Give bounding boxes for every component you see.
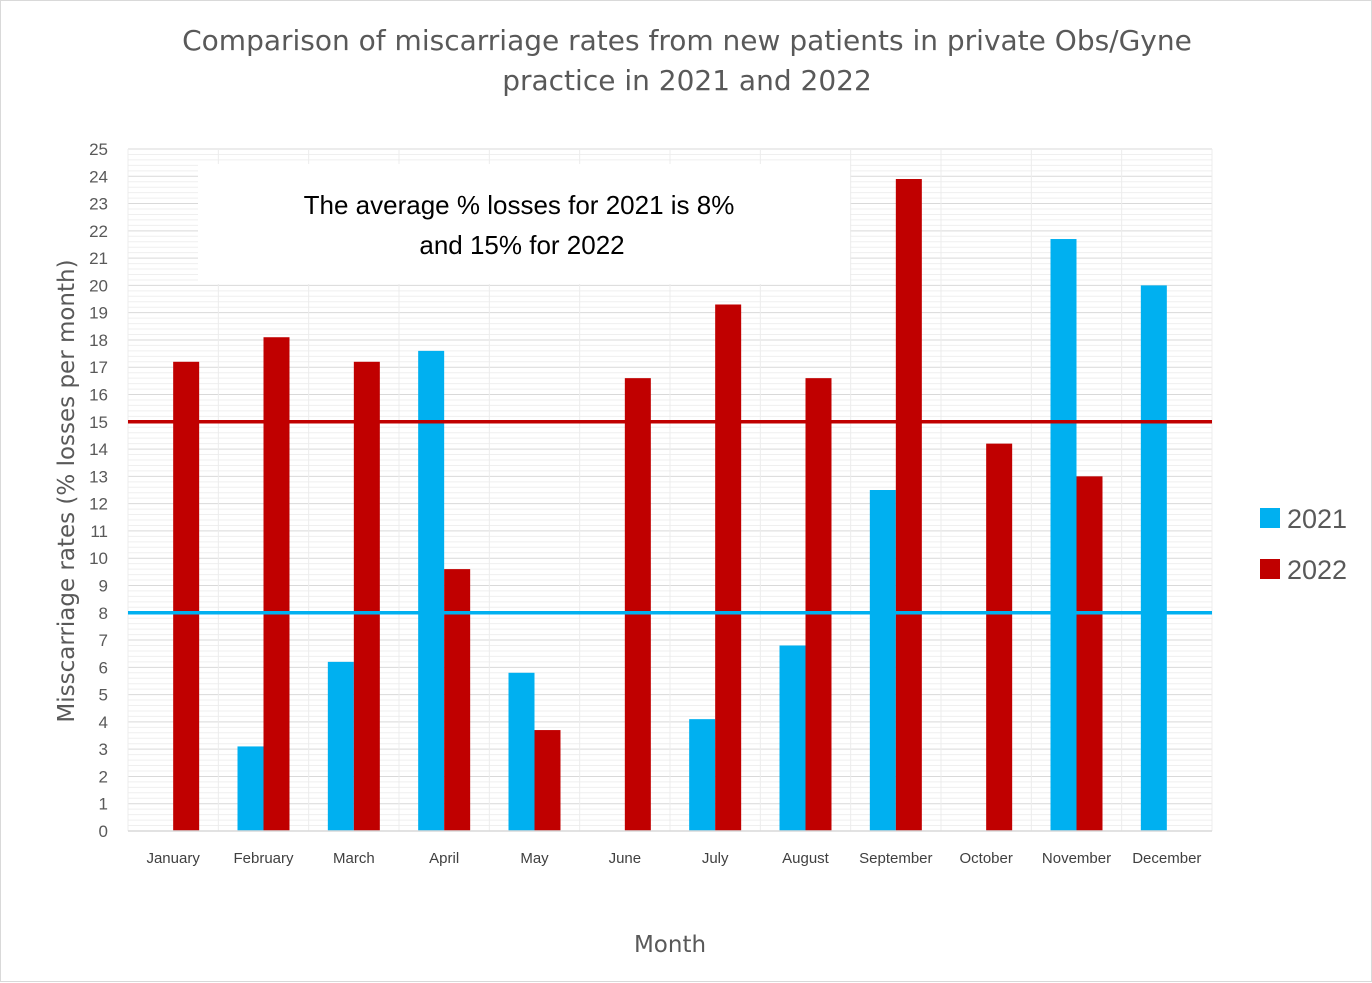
y-tick-label: 16 [89, 386, 108, 405]
average-lines [128, 420, 1212, 615]
bar-2021-march [327, 661, 354, 831]
x-tick-label: December [1132, 850, 1201, 867]
y-tick-label: 5 [99, 686, 108, 705]
x-tick-label: October [959, 850, 1012, 867]
bar-2021-may [508, 672, 535, 831]
y-tick-label: 12 [89, 495, 108, 514]
y-tick-label: 9 [99, 576, 108, 595]
y-tick-label: 6 [99, 658, 108, 677]
x-tick-labels: January February March April May June July Augu… [146, 850, 1201, 867]
x-tick-label: September [859, 850, 932, 867]
bar-2021-february [237, 746, 264, 831]
y-tick-label: 4 [99, 713, 108, 732]
bar-2021-april [418, 350, 445, 831]
x-axis-title: Month [634, 932, 706, 958]
y-tick-label: 17 [89, 358, 108, 377]
legend: 2021 2022 [1260, 504, 1347, 585]
bar-2022-may [534, 730, 561, 831]
y-tick-label: 10 [89, 549, 108, 568]
x-tick-label: July [702, 850, 729, 867]
x-tick-label: May [520, 850, 549, 867]
x-tick-label: April [429, 850, 459, 867]
annotation-background [198, 164, 850, 284]
x-tick-label: March [333, 850, 375, 867]
chart-title-line2: practice in 2021 and 2022 [502, 64, 872, 97]
legend-label: 2021 [1287, 504, 1347, 534]
bar-2021-november [1050, 239, 1077, 832]
y-tick-label: 14 [89, 440, 108, 459]
bar-2022-february [263, 337, 290, 831]
x-tick-label: November [1042, 850, 1111, 867]
y-tick-label: 13 [89, 467, 108, 486]
bar-2022-october [986, 443, 1013, 831]
bar-2021-september [869, 490, 896, 831]
annotation-box: The average % losses for 2021 is 8% and … [198, 164, 850, 284]
y-tick-label: 0 [99, 822, 108, 841]
annotation-line2: and 15% for 2022 [419, 230, 624, 260]
y-tick-label: 15 [89, 413, 108, 432]
bar-2022-june [624, 378, 651, 831]
y-tick-label: 25 [89, 140, 108, 159]
y-tick-label: 22 [89, 222, 108, 241]
bar-2021-december [1140, 285, 1167, 831]
y-tick-labels: 0123456789101112131415161718192021222324… [89, 140, 108, 841]
bar-2021-july [689, 719, 716, 831]
y-tick-label: 7 [99, 631, 108, 650]
chart-title-line1: Comparison of miscarriage rates from new… [182, 24, 1192, 57]
y-tick-label: 3 [99, 740, 108, 759]
y-tick-label: 2 [99, 767, 108, 786]
y-tick-label: 23 [89, 195, 108, 214]
y-tick-label: 8 [99, 604, 108, 623]
bar-2022-august [805, 378, 832, 831]
x-tick-label: August [782, 850, 830, 867]
bar-2022-january [173, 361, 200, 831]
bar-2022-march [353, 361, 380, 831]
y-tick-label: 1 [99, 795, 108, 814]
y-tick-label: 18 [89, 331, 108, 350]
y-axis-title: Misscarriage rates (% losses per month) [54, 259, 80, 722]
y-tick-label: 21 [89, 249, 108, 268]
x-tick-label: January [146, 850, 200, 867]
bar-2022-april [444, 569, 471, 831]
bar-2022-september [895, 179, 922, 831]
x-tick-label: June [609, 850, 642, 867]
bars [173, 179, 1167, 832]
y-tick-label: 19 [89, 304, 108, 323]
bar-2021-august [779, 645, 806, 831]
y-tick-label: 20 [89, 276, 108, 295]
y-tick-label: 24 [89, 167, 108, 186]
legend-swatch [1260, 559, 1280, 579]
bar-2022-november [1076, 476, 1103, 831]
legend-label: 2022 [1287, 555, 1347, 585]
annotation-line1: The average % losses for 2021 is 8% [304, 190, 735, 220]
bar-2022-july [715, 304, 742, 832]
y-tick-label: 11 [90, 522, 108, 541]
x-tick-label: February [233, 850, 294, 867]
legend-swatch [1260, 508, 1280, 528]
